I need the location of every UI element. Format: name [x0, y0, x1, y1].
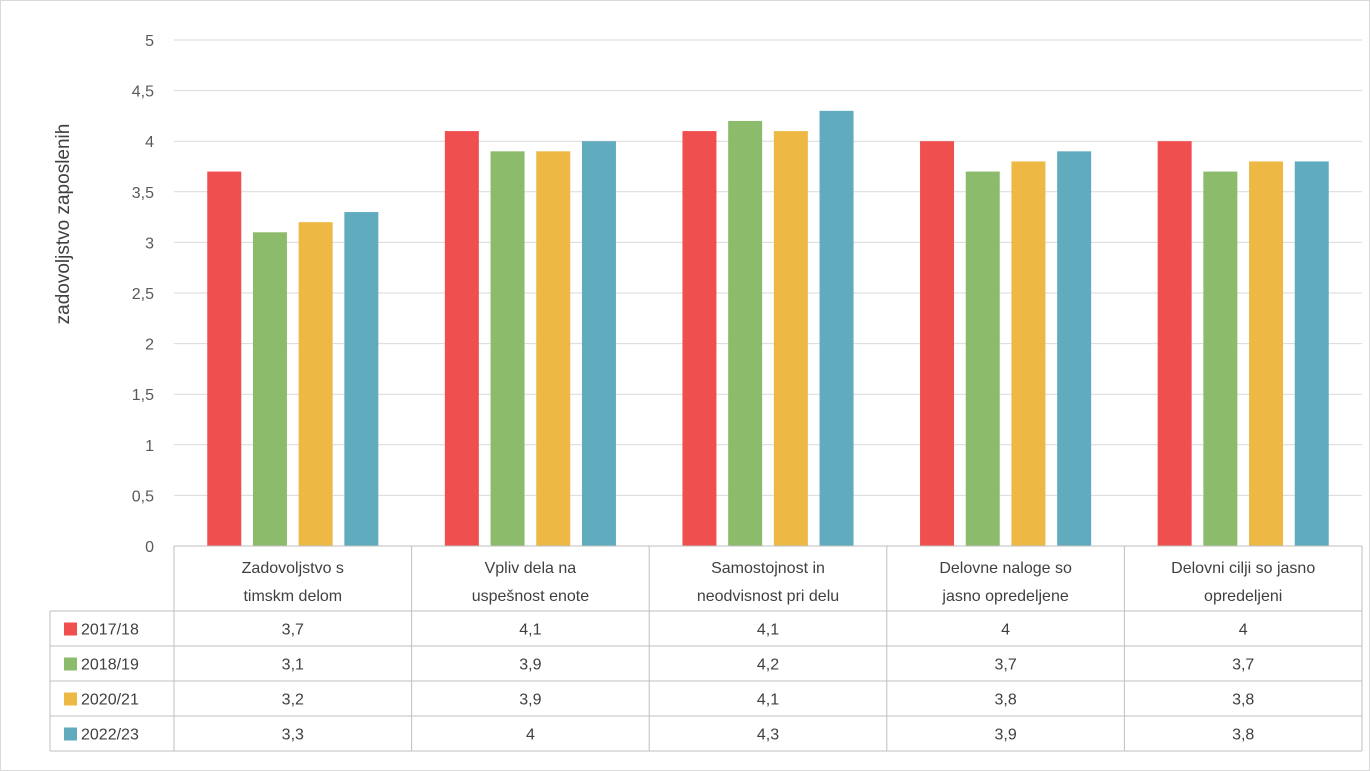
bar-2020-21 — [1249, 161, 1284, 546]
bar-2020-21 — [773, 131, 808, 546]
data-label: 3,9 — [519, 692, 541, 709]
bar-2020-21 — [536, 151, 571, 546]
x-category-label: Samostojnost in — [711, 560, 825, 577]
bar-2022-23 — [819, 110, 854, 546]
legend-label: 2022/23 — [81, 727, 139, 744]
bars — [207, 110, 1329, 547]
bar-2018-19 — [252, 232, 287, 546]
y-tick-labels: 0 0,5 1 1,5 2 2,5 3 3,5 4 4,5 5 — [132, 33, 154, 556]
legend-label: 2018/19 — [81, 657, 139, 674]
bar-2017-18 — [1157, 141, 1192, 546]
legend-label: 2017/18 — [81, 622, 139, 639]
data-label: 4 — [526, 727, 535, 744]
bar-2018-19 — [490, 151, 525, 546]
bar-2018-19 — [1203, 171, 1238, 546]
legend-swatch — [64, 692, 77, 706]
data-label: 4,2 — [757, 657, 779, 674]
bar-2022-23 — [1057, 151, 1092, 546]
y-tick-label: 3,5 — [132, 185, 154, 202]
x-category-label: Delovni cilji so jasno — [1171, 560, 1315, 577]
legend-swatch — [64, 727, 77, 741]
data-label: 3,8 — [994, 692, 1016, 709]
y-tick-label: 2,5 — [132, 286, 154, 303]
bar-2020-21 — [298, 222, 333, 546]
bar-2017-18 — [920, 141, 955, 546]
y-tick-label: 1,5 — [132, 387, 154, 404]
bar-2020-21 — [1011, 161, 1046, 546]
data-label: 4,1 — [519, 622, 541, 639]
data-label: 3,9 — [994, 727, 1016, 744]
data-label: 3,2 — [282, 692, 304, 709]
bar-2017-18 — [207, 171, 242, 546]
y-axis-label: zadovoljstvo zaposlenih — [53, 124, 74, 325]
y-tick-label: 4 — [145, 134, 154, 151]
data-label: 4 — [1001, 622, 1010, 639]
y-tick-label: 2 — [145, 337, 154, 354]
bar-2018-19 — [728, 120, 763, 547]
legend-swatch — [64, 657, 77, 671]
data-label: 4,3 — [757, 727, 779, 744]
y-tick-label: 4,5 — [132, 84, 154, 101]
data-label: 3,8 — [1232, 692, 1254, 709]
x-category-label: neodvisnost pri delu — [697, 588, 839, 605]
data-label: 4,1 — [757, 622, 779, 639]
y-tick-label: 0 — [145, 539, 154, 556]
data-label: 4 — [1239, 622, 1248, 639]
legend-label: 2020/21 — [81, 692, 139, 709]
data-label: 3,1 — [282, 657, 304, 674]
data-label: 3,7 — [282, 622, 304, 639]
bar-2022-23 — [581, 141, 616, 546]
bar-2022-23 — [1294, 161, 1329, 546]
data-label: 3,7 — [994, 657, 1016, 674]
data-table: Zadovoljstvo s timskm delom Vpliv dela na u… — [49, 545, 1363, 752]
x-category-label: Vpliv dela na — [485, 560, 577, 577]
x-category-label: opredeljeni — [1204, 588, 1282, 605]
y-tick-label: 0,5 — [132, 488, 154, 505]
bar-2017-18 — [444, 131, 479, 546]
y-tick-label: 5 — [145, 33, 154, 50]
data-label: 4,1 — [757, 692, 779, 709]
x-category-label: Delovne naloge so — [939, 560, 1072, 577]
legend-swatch — [64, 622, 77, 636]
x-category-label: uspešnost enote — [472, 588, 590, 605]
x-category-label: Zadovoljstvo s — [242, 560, 344, 577]
data-label: 3,8 — [1232, 727, 1254, 744]
x-category-label: jasno opredeljene — [941, 588, 1068, 605]
y-tick-label: 1 — [145, 438, 154, 455]
x-category-label: timskm delom — [243, 588, 342, 605]
data-label: 3,3 — [282, 727, 304, 744]
data-label: 3,7 — [1232, 657, 1254, 674]
y-tick-label: 3 — [145, 235, 154, 252]
data-label: 3,9 — [519, 657, 541, 674]
bar-2022-23 — [344, 212, 379, 547]
bar-2017-18 — [682, 131, 717, 546]
bar-2018-19 — [965, 171, 1000, 546]
